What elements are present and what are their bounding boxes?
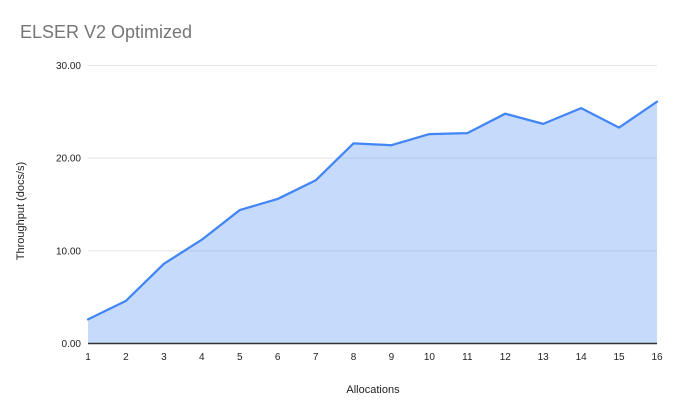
x-tick-label: 2 [123, 352, 129, 363]
x-tick-label: 16 [651, 352, 663, 363]
series-line [86, 100, 659, 321]
x-tick-label: 14 [576, 352, 588, 363]
x-tick-label: 8 [351, 352, 357, 363]
x-tick-label: 15 [614, 352, 626, 363]
area-fill [88, 101, 657, 344]
x-tick-label: 7 [313, 352, 319, 363]
x-tick-label: 13 [538, 352, 550, 363]
x-tick-label: 10 [424, 352, 436, 363]
x-tick-label: 6 [275, 352, 281, 363]
x-tick-label: 9 [389, 352, 395, 363]
y-tick-label: 0.00 [62, 339, 82, 350]
y-tick-label: 20.00 [56, 154, 81, 165]
x-tick-label: 11 [462, 352, 473, 363]
x-tick-label: 1 [85, 352, 91, 363]
y-tick-label: 30.00 [56, 61, 81, 72]
x-tick-label: 4 [199, 352, 205, 363]
x-axis-title: Allocations [346, 384, 400, 396]
x-tick-label: 5 [237, 352, 243, 363]
y-tick-label: 10.00 [56, 246, 81, 257]
chart-title: ELSER V2 Optimized [20, 22, 193, 42]
x-tick-label: 3 [161, 352, 167, 363]
x-tick-label: 12 [500, 352, 512, 363]
